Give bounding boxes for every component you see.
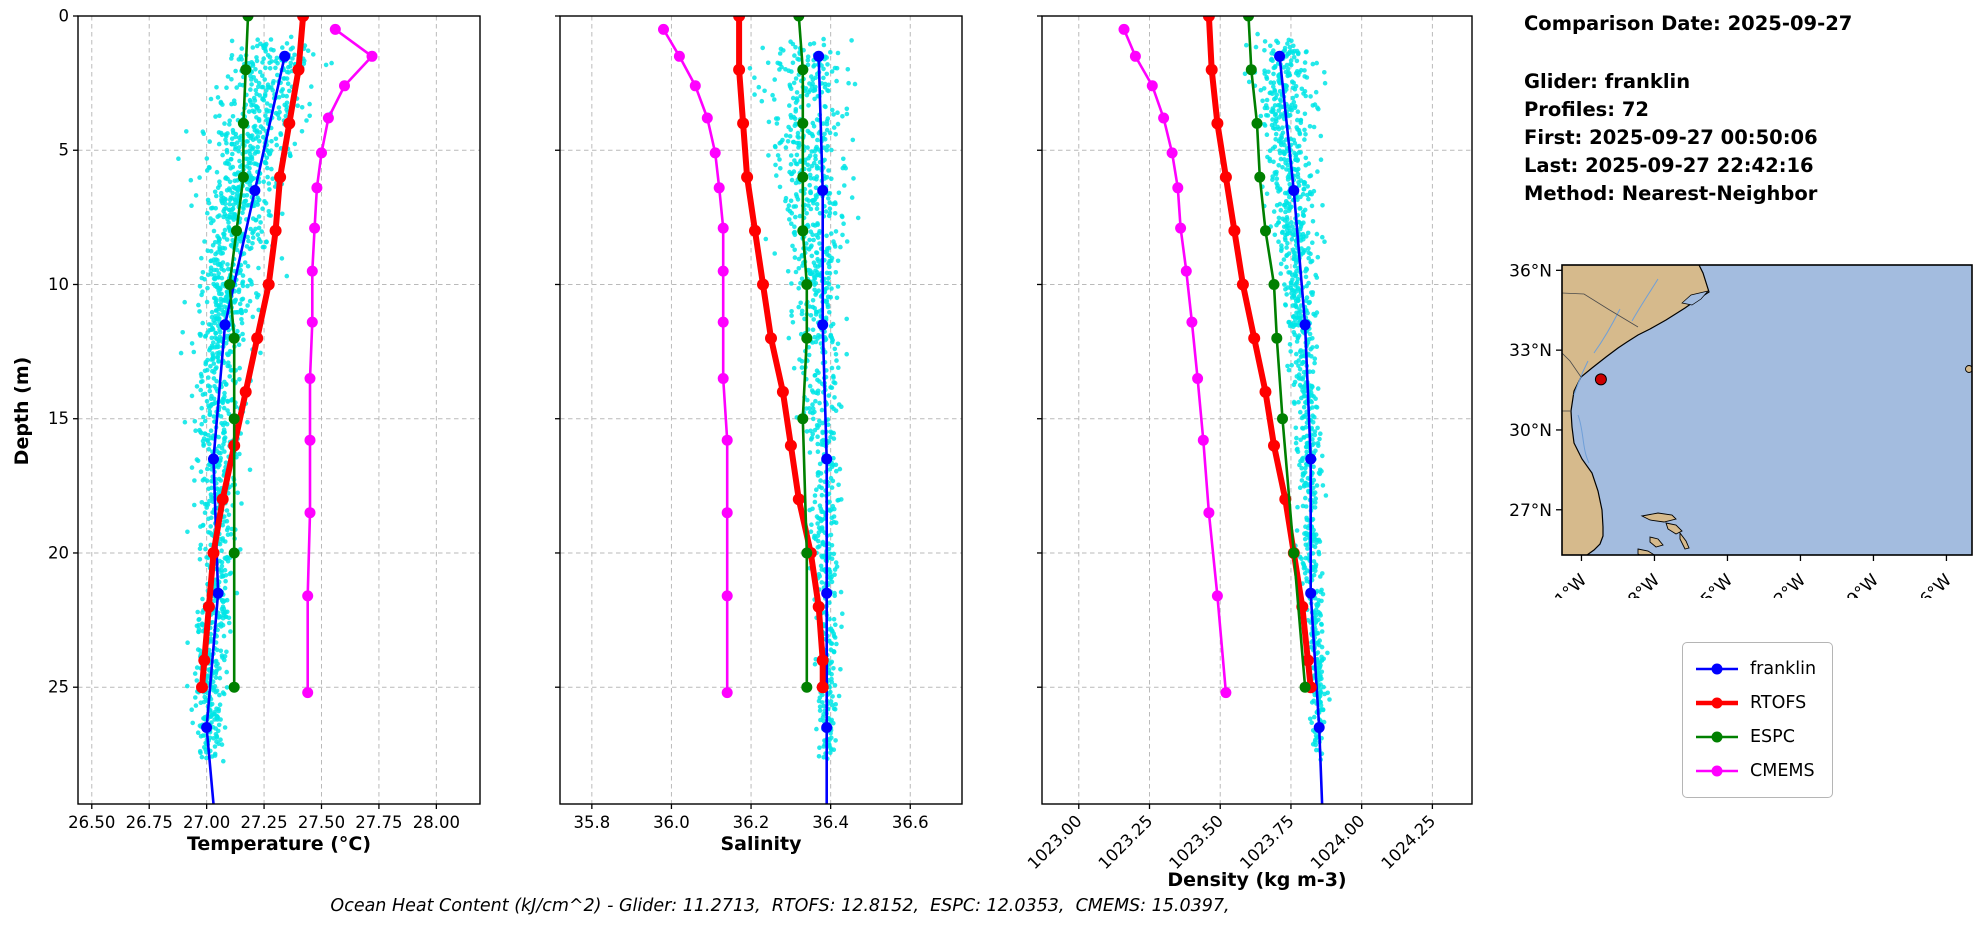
glider-location-marker (1594, 373, 1607, 386)
svg-text:5: 5 (59, 141, 70, 160)
density-profile-plot: 1023.00 1023.25 1023.50 1023.75 1024.00 1024.… (1024, 15, 1473, 891)
map-island-berry (1649, 536, 1664, 548)
density-profile-series-ESPC (1243, 16, 1311, 693)
map-river-1 (1631, 278, 1659, 322)
svg-text:1023.00: 1023.00 (1024, 811, 1086, 873)
info-line: Glider: franklin (1524, 70, 1691, 93)
density-profile-series-CMEMS (1118, 23, 1232, 699)
svg-text:20: 20 (48, 543, 69, 562)
info-panel: Comparison Date: 2025-09-27 Glider: frank… (1524, 10, 1852, 208)
map-sound (1681, 290, 1709, 306)
salinity-profile-series-ESPC (793, 16, 813, 693)
map-panel: 36°N 33°N 30°N 27°N 81°W 78°W 75°W 72°W 69°W 66°W (1500, 253, 1978, 618)
legend-item-CMEMS: CMEMS (1694, 754, 1816, 788)
map-lat-label: 27°N (1509, 501, 1552, 521)
density-profile-series-franklin (1274, 50, 1325, 804)
svg-text:28.00: 28.00 (413, 813, 460, 832)
map-state-border-ncsc (1562, 292, 1639, 328)
svg-text:36.6: 36.6 (892, 813, 929, 832)
svg-text:26.50: 26.50 (68, 813, 115, 832)
plot-legend: franklin RTOFS ESPC CMEMS (1682, 642, 1834, 798)
map-land (1562, 265, 1710, 555)
map-river-3 (1573, 360, 1589, 396)
info-line: Comparison Date: 2025-09-27 (1524, 12, 1853, 35)
map-river-4 (1577, 414, 1590, 464)
svg-text:27.75: 27.75 (355, 813, 402, 832)
map-lon-label: 75°W (1690, 570, 1737, 598)
legend-item-RTOFS: RTOFS (1694, 686, 1816, 720)
svg-text:25: 25 (48, 678, 69, 697)
salinity-profile-series-CMEMS (658, 23, 733, 699)
map-river-2 (1593, 308, 1621, 354)
map-lon-label: 66°W (1909, 570, 1956, 598)
legend-line-sample-RTOFS (1696, 697, 1738, 709)
map-lat-label: 30°N (1509, 421, 1552, 441)
svg-text:27.25: 27.25 (240, 813, 287, 832)
temperature-profile-plot: 26.50 26.75 27.00 27.25 27.50 27.75 28.00 0 5 10 1… (48, 7, 481, 855)
svg-text:10: 10 (48, 275, 69, 294)
svg-text:1024.25: 1024.25 (1378, 811, 1440, 873)
salinity-profile-series-franklin (813, 50, 833, 804)
map-island-grand-bahama (1640, 512, 1677, 523)
map-frame (1561, 264, 1973, 556)
svg-text:36.0: 36.0 (653, 813, 690, 832)
svg-text:1023.50: 1023.50 (1165, 811, 1227, 873)
svg-text:26.75: 26.75 (126, 813, 173, 832)
info-spacer (1524, 38, 1852, 68)
temperature-profile-xlabel: Temperature (°C) (187, 833, 371, 855)
temperature-profile-series-RTOFS (196, 16, 310, 694)
salinity-profile-xlabel: Salinity (720, 833, 802, 855)
legend-line-sample-CMEMS (1696, 765, 1738, 777)
map-island-eleuthera (1679, 531, 1690, 550)
map-island-bermuda (1965, 365, 1972, 373)
legend-label-CMEMS: CMEMS (1750, 761, 1815, 781)
salinity-profile-series-RTOFS (733, 16, 829, 694)
legend-label-franklin: franklin (1750, 659, 1817, 679)
map-lat-label: 33°N (1509, 341, 1552, 361)
svg-text:15: 15 (48, 409, 69, 428)
map-island-andros (1637, 548, 1656, 555)
info-line: Method: Nearest-Neighbor (1524, 182, 1818, 205)
svg-text:27.50: 27.50 (298, 813, 345, 832)
temperature-profile-series-ESPC (224, 16, 254, 693)
legend-item-ESPC: ESPC (1694, 720, 1816, 754)
map-lon-label: 69°W (1836, 570, 1883, 598)
legend-line-sample-ESPC (1696, 731, 1738, 743)
density-profile-series-RTOFS (1202, 16, 1317, 694)
svg-text:27.00: 27.00 (183, 813, 230, 832)
svg-text:0: 0 (59, 7, 70, 26)
density-profile-xlabel: Density (kg m-3) (1167, 869, 1346, 891)
temperature-profile-glider-scatter (176, 34, 334, 764)
map-lon-label: 72°W (1763, 570, 1810, 598)
legend-line-sample-franklin (1696, 663, 1738, 675)
svg-text:36.2: 36.2 (733, 813, 770, 832)
salinity-profile-glider-scatter (747, 36, 861, 761)
info-line: Last: 2025-09-27 22:42:16 (1524, 154, 1814, 177)
svg-text:35.8: 35.8 (573, 813, 610, 832)
depth-axis-label: Depth (m) (11, 356, 33, 466)
map-lon-label: 78°W (1617, 570, 1664, 598)
temperature-profile-series-franklin (201, 50, 291, 804)
map-lat-label: 36°N (1509, 261, 1552, 281)
legend-label-RTOFS: RTOFS (1750, 693, 1807, 713)
ocean-heat-content-caption: Ocean Heat Content (kJ/cm^2) - Glider: 1… (330, 896, 1230, 916)
info-line: First: 2025-09-27 00:50:06 (1524, 126, 1818, 149)
salinity-profile-plot: 35.8 36.0 36.2 36.4 36.6 Salinity (555, 15, 963, 855)
info-line: Profiles: 72 (1524, 98, 1649, 121)
map-lon-label: 81°W (1544, 570, 1591, 598)
svg-text:1023.25: 1023.25 (1095, 811, 1157, 873)
density-profile-glider-scatter (1242, 31, 1332, 762)
map-state-border-scga (1562, 352, 1582, 378)
location-map: 36°N 33°N 30°N 27°N 81°W 78°W 75°W 72°W 69°W 66°W (1509, 261, 1973, 618)
svg-text:1024.00: 1024.00 (1307, 811, 1369, 873)
temperature-profile-series-CMEMS (302, 23, 378, 699)
svg-text:1023.75: 1023.75 (1236, 811, 1298, 873)
svg-text:36.4: 36.4 (812, 813, 849, 832)
legend-label-ESPC: ESPC (1750, 727, 1795, 747)
map-island-abaco (1665, 522, 1683, 535)
legend-item-franklin: franklin (1694, 652, 1816, 686)
